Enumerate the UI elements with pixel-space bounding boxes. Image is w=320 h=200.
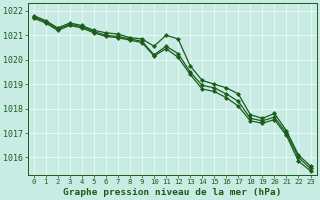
X-axis label: Graphe pression niveau de la mer (hPa): Graphe pression niveau de la mer (hPa) (63, 188, 281, 197)
